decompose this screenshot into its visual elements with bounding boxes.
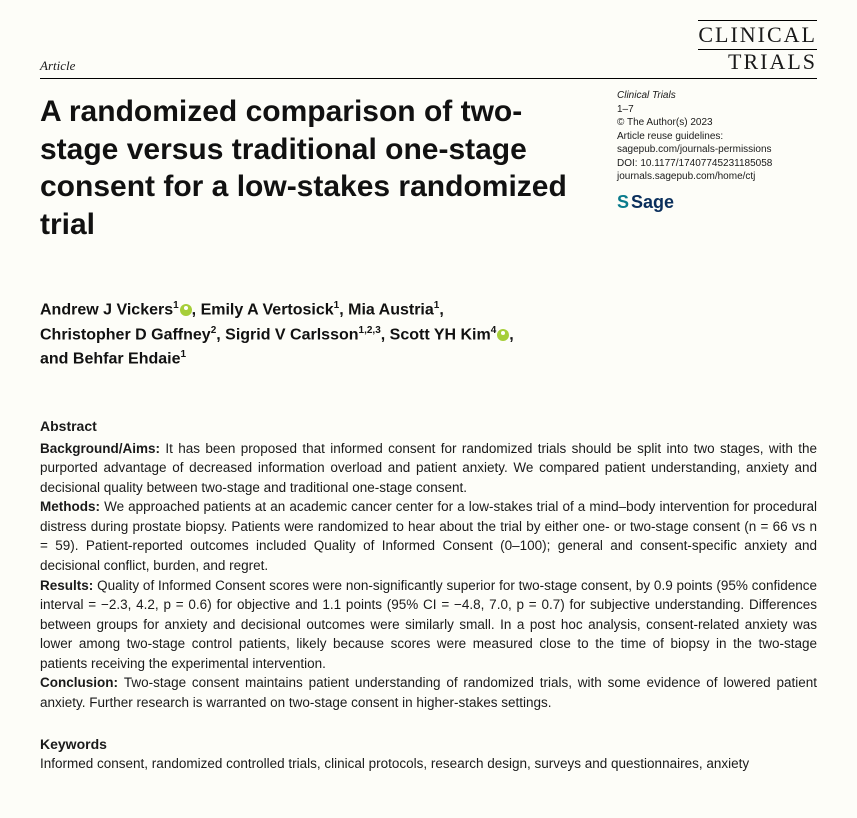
title-meta-row: A randomized comparison of two-stage ver… bbox=[40, 89, 817, 243]
abstract-section-label: Conclusion: bbox=[40, 675, 124, 690]
journal-logo: CLINICAL TRIALS bbox=[698, 20, 817, 74]
keywords-heading: Keywords bbox=[40, 735, 817, 755]
publication-meta: Clinical Trials 1–7 © The Author(s) 2023… bbox=[617, 89, 817, 243]
abstract-section-label: Results: bbox=[40, 578, 97, 593]
meta-journal: Clinical Trials bbox=[617, 89, 817, 103]
meta-journal-home[interactable]: journals.sagepub.com/home/ctj bbox=[617, 170, 817, 184]
publisher-logo: SSage bbox=[617, 190, 817, 214]
meta-doi: DOI: 10.1177/17407745231185058 bbox=[617, 157, 817, 171]
abstract-section: Results: Quality of Informed Consent sco… bbox=[40, 576, 817, 674]
keywords: Keywords Informed consent, randomized co… bbox=[40, 735, 817, 774]
sage-s-icon: S bbox=[617, 190, 629, 214]
abstract-section-label: Background/Aims: bbox=[40, 441, 165, 456]
orcid-icon[interactable] bbox=[497, 329, 509, 341]
header-row: Article CLINICAL TRIALS bbox=[40, 20, 817, 79]
abstract-section-text: Two-stage consent maintains patient unde… bbox=[40, 675, 817, 710]
journal-name-line2: TRIALS bbox=[698, 50, 817, 74]
abstract-section: Methods: We approached patients at an ac… bbox=[40, 497, 817, 575]
title-column: A randomized comparison of two-stage ver… bbox=[40, 89, 597, 243]
article-type: Article bbox=[40, 58, 75, 74]
abstract-section-text: We approached patients at an academic ca… bbox=[40, 499, 817, 573]
abstract-section: Background/Aims: It has been proposed th… bbox=[40, 439, 817, 498]
meta-pages: 1–7 bbox=[617, 103, 817, 117]
abstract-section-label: Methods: bbox=[40, 499, 104, 514]
author-list: Andrew J Vickers1, Emily A Vertosick1, M… bbox=[40, 298, 817, 371]
publisher-name: Sage bbox=[631, 192, 674, 212]
abstract-section: Conclusion: Two-stage consent maintains … bbox=[40, 673, 817, 712]
meta-reuse-link[interactable]: sagepub.com/journals-permissions bbox=[617, 143, 817, 157]
abstract: Abstract Background/Aims: It has been pr… bbox=[40, 416, 817, 712]
orcid-icon[interactable] bbox=[180, 304, 192, 316]
abstract-section-text: Quality of Informed Consent scores were … bbox=[40, 578, 817, 671]
meta-reuse-label: Article reuse guidelines: bbox=[617, 130, 817, 144]
keywords-text: Informed consent, randomized controlled … bbox=[40, 755, 817, 774]
meta-copyright: © The Author(s) 2023 bbox=[617, 116, 817, 130]
journal-name-line1: CLINICAL bbox=[698, 20, 817, 50]
article-title: A randomized comparison of two-stage ver… bbox=[40, 93, 597, 243]
abstract-heading: Abstract bbox=[40, 416, 817, 436]
